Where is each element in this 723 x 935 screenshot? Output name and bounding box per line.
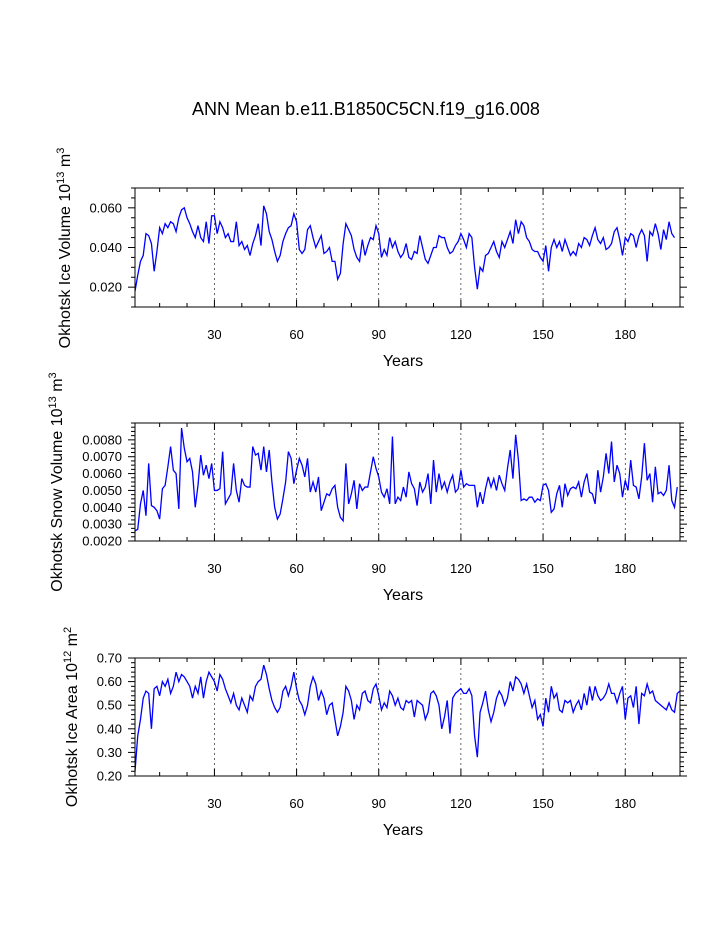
chart-panel-ice-volume: Okhotsk Ice Volume 1013 m3 Years 30 60 90 1… (55, 148, 687, 370)
x-tick-label: 60 (289, 327, 303, 342)
y-tick-label: 0.70 (97, 651, 122, 666)
y-axis-title-exponent: 13 (55, 172, 67, 184)
chart-panel-ice-area: Okhotsk Ice Area 1012 m2 Years 30 60 90 120… (62, 627, 687, 839)
y-tick-label: 0.30 (97, 745, 122, 760)
y-axis-title-unit-exponent: 3 (55, 148, 67, 154)
y-axis-title-exponent: 13 (47, 396, 59, 408)
y-axis-title: Okhotsk Snow Volume 1013 m3 (47, 372, 66, 591)
y-tick-label: 0.0030 (82, 517, 122, 532)
y-tick-label: 0.0020 (82, 534, 122, 549)
x-tick-label: 90 (372, 796, 386, 811)
x-axis-title: Years (383, 822, 423, 839)
y-axis-title-unit: m (64, 633, 81, 651)
x-axis-title: Years (383, 353, 423, 370)
plot-frame (134, 657, 681, 777)
x-tick-label: 90 (372, 561, 386, 576)
y-tick-label: 0.20 (97, 769, 122, 784)
chart-panel-snow-volume: Okhotsk Snow Volume 1013 m3 Years 30 60 90… (47, 372, 687, 604)
y-axis-title-unit-exponent: 2 (62, 627, 74, 633)
y-axis-title: Okhotsk Ice Volume 1013 m3 (55, 148, 74, 349)
x-tick-label: 90 (372, 327, 386, 342)
x-tick-label: 150 (532, 796, 554, 811)
y-axis-title-unit-exponent: 3 (47, 372, 59, 378)
x-tick-label: 120 (450, 796, 472, 811)
x-tick-label: 30 (207, 327, 221, 342)
y-axis-title-main: Okhotsk Ice Volume 10 (57, 184, 74, 349)
y-tick-label: 0.020 (89, 280, 122, 295)
x-tick-label: 60 (289, 796, 303, 811)
x-tick-label: 180 (614, 561, 636, 576)
y-tick-label: 0.40 (97, 721, 122, 736)
y-tick-label: 0.0060 (82, 466, 122, 481)
y-axis-title-unit: m (57, 154, 74, 172)
x-tick-label: 150 (532, 327, 554, 342)
x-tick-label: 180 (614, 327, 636, 342)
y-tick-label: 0.040 (89, 240, 122, 255)
x-tick-label: 30 (207, 561, 221, 576)
x-axis-title: Years (383, 587, 423, 604)
figure-title: ANN Mean b.e11.B1850C5CN.f19_g16.008 (192, 99, 540, 120)
x-tick-label: 120 (450, 561, 472, 576)
y-tick-label: 0.0080 (82, 432, 122, 447)
x-tick-label: 60 (289, 561, 303, 576)
y-tick-label: 0.0070 (82, 449, 122, 464)
y-tick-label: 0.060 (89, 200, 122, 215)
x-tick-label: 30 (207, 796, 221, 811)
y-tick-label: 0.60 (97, 674, 122, 689)
y-tick-label: 0.0050 (82, 483, 122, 498)
data-series-line (134, 205, 676, 292)
y-axis-title-main: Okhotsk Ice Area 10 (64, 663, 81, 807)
data-series-line (134, 427, 678, 532)
data-series-line (134, 664, 681, 772)
y-axis-title-exponent: 12 (62, 651, 74, 663)
y-axis-title: Okhotsk Ice Area 1012 m2 (62, 627, 81, 807)
x-tick-label: 150 (532, 561, 554, 576)
y-tick-label: 0.0040 (82, 500, 122, 515)
y-axis-title-unit: m (49, 378, 66, 396)
x-tick-label: 180 (614, 796, 636, 811)
y-tick-label: 0.50 (97, 698, 122, 713)
x-tick-label: 120 (450, 327, 472, 342)
y-axis-title-main: Okhotsk Snow Volume 10 (49, 408, 66, 591)
